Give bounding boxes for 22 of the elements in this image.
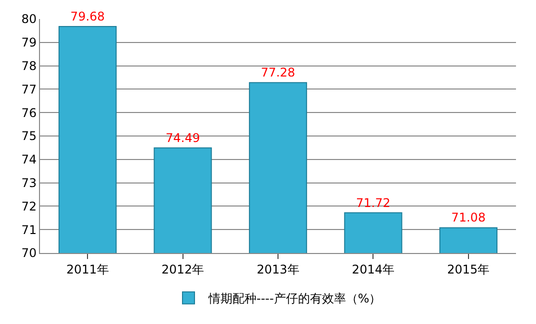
legend-label: 情期配种----产仔的有效率（%） — [208, 292, 382, 306]
data-label: 71.08 — [451, 210, 486, 225]
y-tick-label: 74 — [21, 152, 37, 167]
x-tick-label: 2012年 — [162, 262, 204, 276]
y-tick-label: 80 — [21, 12, 37, 26]
x-tick-label: 2013年 — [256, 262, 300, 276]
y-tick-label: 78 — [21, 59, 37, 73]
y-tick-label: 70 — [21, 246, 37, 260]
y-tick-label: 72 — [21, 199, 37, 214]
y-tick-label: 79 — [21, 36, 37, 50]
y-tick-label: 76 — [21, 106, 37, 120]
y-tick-label: 73 — [21, 176, 37, 190]
y-tick-label: 71 — [21, 222, 37, 237]
y-tick-label: 77 — [21, 82, 37, 96]
data-label: 77.28 — [260, 66, 296, 80]
data-label: 74.49 — [166, 130, 200, 145]
y-tick-label: 75 — [21, 129, 37, 144]
x-tick-label: 2015年 — [447, 262, 490, 276]
data-label: 79.68 — [70, 9, 105, 24]
x-tick-label: 2014年 — [352, 262, 394, 276]
data-label: 71.72 — [356, 196, 390, 210]
x-tick-label: 2011年 — [66, 262, 109, 276]
